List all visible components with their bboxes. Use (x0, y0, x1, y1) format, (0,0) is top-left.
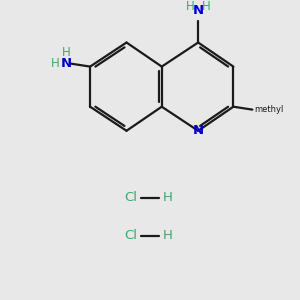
Text: H: H (163, 191, 173, 204)
Text: methyl: methyl (254, 105, 283, 114)
Text: N: N (193, 4, 204, 17)
Text: H: H (61, 46, 70, 59)
Text: Cl: Cl (124, 191, 137, 204)
Text: H: H (186, 0, 194, 13)
Text: N: N (193, 124, 204, 137)
Text: H: H (163, 229, 173, 242)
Text: N: N (60, 57, 71, 70)
Text: H: H (202, 0, 211, 13)
Text: Cl: Cl (124, 229, 137, 242)
Text: H: H (51, 57, 60, 70)
